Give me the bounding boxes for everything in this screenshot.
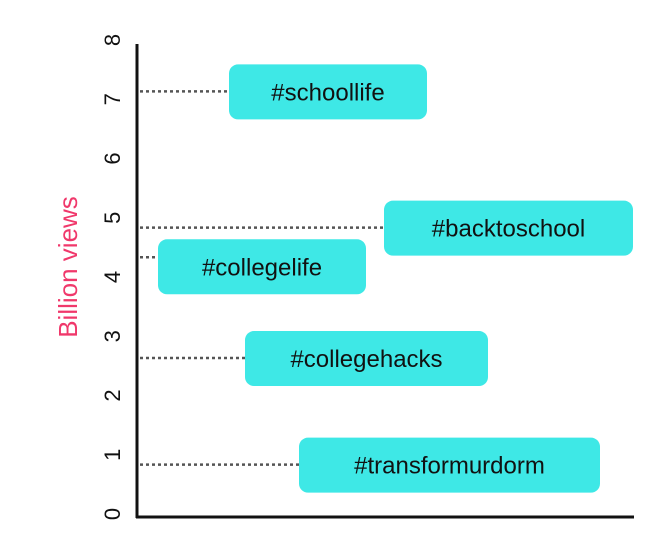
hashtag-point: #collegehacks — [140, 331, 488, 387]
hashtag-point: #collegelife — [140, 239, 366, 295]
y-axis-ticks: 0 1 2 3 4 5 6 7 8 — [100, 34, 125, 520]
hashtag-point: #schoollife — [140, 64, 427, 120]
point-label: #backtoschool — [432, 216, 585, 243]
hashtag-point: #transformurdorm — [140, 437, 600, 493]
label-box — [229, 64, 427, 120]
y-tick-label: 7 — [100, 93, 125, 105]
y-tick-label: 4 — [100, 271, 125, 283]
y-tick-label: 0 — [100, 508, 125, 520]
label-box — [158, 239, 366, 295]
label-box — [384, 200, 633, 256]
y-tick-label: 6 — [100, 152, 125, 164]
point-label: #collegelife — [202, 254, 322, 281]
label-box — [299, 437, 600, 493]
point-label: #collegehacks — [290, 346, 442, 373]
y-tick-label: 8 — [100, 34, 125, 46]
y-tick-label: 2 — [100, 389, 125, 401]
y-tick-label: 3 — [100, 330, 125, 342]
hashtag-point: #backtoschool — [140, 200, 633, 256]
y-tick-label: 5 — [100, 212, 125, 224]
y-axis-label: Billion views — [53, 196, 83, 338]
marks: #schoollife #backtoschool #collegelife #col… — [140, 64, 633, 493]
point-label: #schoollife — [271, 79, 384, 106]
label-box — [245, 331, 488, 387]
point-label: #transformurdorm — [354, 453, 545, 480]
y-tick-label: 1 — [100, 449, 125, 461]
